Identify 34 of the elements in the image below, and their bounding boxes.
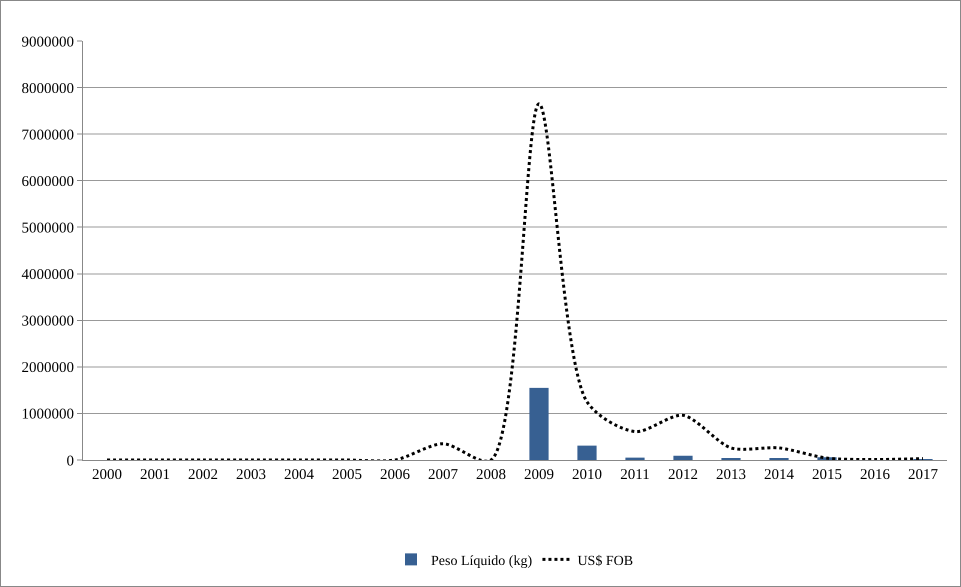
x-tick-label: 2013: [716, 467, 746, 483]
x-tick-label: 2005: [332, 467, 362, 483]
x-tick-label: 2014: [764, 467, 794, 483]
y-tick-label: 1000000: [22, 406, 74, 423]
x-tick-label: 2011: [620, 467, 650, 483]
line-series: [106, 102, 924, 460]
y-tick-label: 2000000: [22, 360, 74, 376]
y-tick-label: 6000000: [22, 174, 74, 190]
x-tick-label: 2007: [428, 467, 458, 483]
x-tick-label: 2009: [524, 467, 554, 483]
x-tick-label: 2016: [860, 467, 890, 483]
x-tick-label: 2001: [140, 467, 170, 483]
y-tick-label: 3000000: [22, 314, 74, 330]
bar: [529, 388, 549, 460]
bar: [673, 456, 693, 460]
x-tick-label: 2017: [908, 467, 938, 483]
bar: [577, 446, 597, 460]
legend-label: Peso Líquido (kg): [431, 554, 532, 569]
x-tick-label: 2000: [92, 467, 122, 483]
x-tick-label: 2008: [476, 467, 506, 483]
y-tick-label: 0: [66, 453, 74, 470]
x-tick-label: 2010: [572, 467, 602, 483]
x-tick-label: 2003: [236, 467, 266, 483]
y-tick-label: 5000000: [22, 220, 74, 236]
x-tick-label: 2015: [812, 467, 842, 483]
y-tick-label: 9000000: [22, 34, 74, 50]
x-tick-label: 2006: [380, 467, 410, 483]
x-tick-label: 2004: [284, 467, 314, 483]
legend-label: US$ FOB: [577, 554, 634, 569]
y-tick-label: 7000000: [22, 127, 74, 144]
x-tick-label: 2012: [668, 467, 698, 483]
y-tick-label: 8000000: [22, 80, 74, 97]
y-tick-label: 4000000: [22, 267, 74, 284]
x-tick-label: 2002: [188, 467, 218, 483]
